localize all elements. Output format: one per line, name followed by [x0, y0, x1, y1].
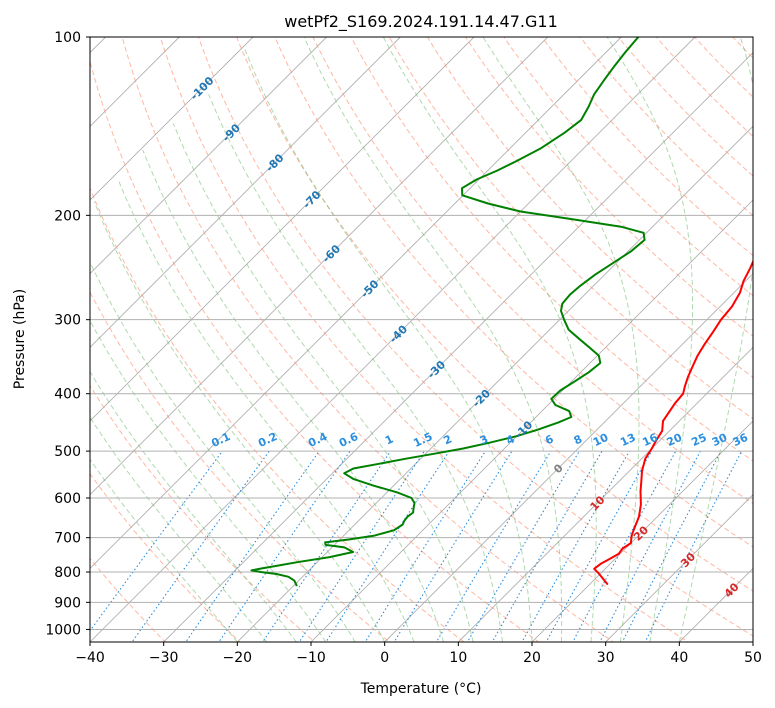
y-tick-label: 600 — [54, 491, 81, 507]
x-tick-label: 50 — [744, 650, 762, 666]
mixing-ratio-label: 20 — [665, 431, 685, 449]
isotherm-line — [384, 273, 753, 642]
chart-title: wetPf2_S169.2024.191.14.47.G11 — [284, 12, 558, 32]
isotherm-line — [163, 52, 753, 642]
mixing-ratio-line — [185, 450, 320, 642]
dry-adiabat-line — [121, 37, 615, 642]
dry-adiabat-line — [426, 37, 753, 378]
y-axis-ticks: 100 200 300 400 500 600 700 800 900 1000 — [45, 30, 90, 638]
dry-adiabat-line — [236, 37, 753, 592]
y-tick-label: 800 — [54, 565, 81, 581]
mixing-ratio-line — [218, 450, 351, 642]
isotherm-line — [90, 37, 475, 422]
x-tick-label: −20 — [223, 650, 253, 666]
y-tick-label: 1000 — [45, 622, 81, 638]
moist-adiabat-line — [606, 37, 693, 642]
isotherm-line — [458, 346, 753, 642]
y-axis-label: Pressure (hPa) — [12, 289, 28, 389]
moist-adiabat-line — [678, 37, 753, 642]
isotherm-line — [90, 37, 401, 348]
moist-adiabat-line — [244, 49, 533, 642]
moist-adiabat-line — [382, 37, 597, 642]
mixing-ratio-label: 36 — [731, 431, 751, 449]
y-tick-label: 700 — [54, 531, 81, 547]
dry-adiabat-line — [274, 37, 753, 548]
dry-adiabat-line — [579, 37, 753, 217]
moist-adiabat-line — [482, 37, 640, 642]
mixing-ratio-line — [644, 450, 743, 642]
moist-adiabat-line — [90, 370, 297, 642]
mixing-ratio-label: 30 — [710, 431, 730, 449]
x-tick-label: 30 — [597, 650, 615, 666]
y-tick-label: 400 — [54, 387, 81, 403]
y-tick-label: 900 — [54, 595, 81, 611]
sounding-profiles — [250, 37, 753, 587]
mixing-ratio-line — [131, 450, 270, 642]
moist-adiabat-line — [303, 37, 563, 642]
dry-adiabat-line — [350, 37, 753, 462]
mixing-ratio-label: 10 — [591, 431, 611, 449]
mixing-ratio-line — [435, 450, 552, 642]
background-lines — [90, 37, 753, 642]
isotherm-line — [90, 37, 696, 642]
isobar-gridlines — [90, 36, 753, 630]
x-tick-label: 20 — [523, 650, 541, 666]
isotherm-line — [310, 199, 753, 642]
y-tick-label: 200 — [54, 208, 81, 224]
moist-adiabat-line — [90, 458, 238, 642]
moist-adiabat-line — [93, 201, 386, 642]
x-tick-label: 40 — [670, 650, 688, 666]
x-tick-label: −40 — [75, 650, 105, 666]
dewpoint-profile-line — [250, 37, 646, 587]
x-tick-label: 0 — [380, 650, 389, 666]
mixing-ratio-line — [325, 450, 450, 642]
dry-adiabat-line — [90, 187, 465, 642]
moist-adiabat-line — [208, 94, 503, 642]
y-tick-label: 500 — [54, 444, 81, 460]
mixing-ratio-label: 13 — [618, 431, 637, 449]
mixing-ratio-line — [491, 450, 603, 642]
dry-adiabat-line — [617, 37, 753, 177]
y-tick-label: 100 — [54, 30, 81, 46]
dry-adiabat-line — [90, 472, 241, 642]
mixing-ratio-line — [262, 450, 392, 642]
x-axis-label: Temperature (°C) — [360, 681, 482, 697]
dry-adiabat-line — [197, 37, 753, 637]
moist-adiabat-line — [90, 260, 356, 642]
isotherm-line — [90, 37, 622, 569]
mixing-ratio-line — [298, 450, 425, 642]
mixing-ratio-line — [545, 450, 653, 642]
moist-adiabat-line — [90, 416, 268, 642]
isotherm-line — [90, 37, 254, 201]
isotherm-line — [531, 420, 753, 642]
dry-adiabat-line — [312, 37, 753, 505]
isotherm-line — [90, 37, 548, 496]
moist-adiabat-line — [172, 123, 474, 642]
mixing-ratio-label: 25 — [689, 431, 708, 449]
y-tick-label: 300 — [54, 313, 81, 329]
isotherm-line — [605, 494, 753, 642]
dry-adiabat-line — [159, 37, 690, 642]
x-tick-label: 10 — [449, 650, 467, 666]
mixing-ratio-line — [466, 450, 580, 642]
temperature-profile-line — [593, 259, 753, 586]
dry-adiabat-line — [90, 59, 540, 642]
mixing-ratio-label: 16 — [640, 431, 660, 449]
x-axis-ticks: −40 −30 −20 −10 0 10 20 30 40 50 — [75, 642, 762, 666]
dry-adiabat-line — [503, 37, 753, 297]
x-tick-label: −10 — [296, 650, 326, 666]
moist-adiabat-line — [118, 180, 415, 642]
isotherm-line — [90, 37, 327, 275]
dry-adiabat-line — [90, 291, 391, 642]
dry-adiabat-line — [655, 37, 753, 138]
plot-frame — [89, 36, 754, 643]
dry-adiabat-line — [388, 37, 753, 420]
x-tick-label: −30 — [149, 650, 179, 666]
dry-adiabat-line — [90, 384, 316, 642]
